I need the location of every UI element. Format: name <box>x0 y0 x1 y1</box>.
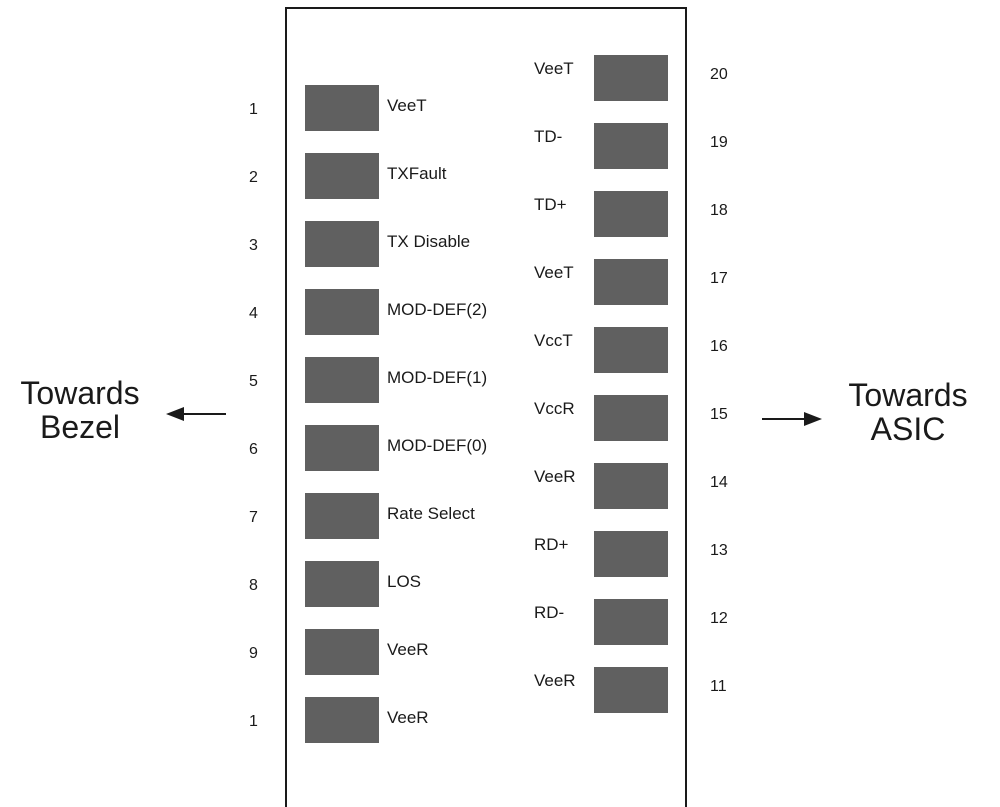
towards-bezel-line1: Towards <box>20 375 140 411</box>
right-arrow-icon <box>762 412 822 426</box>
left-pin-number: 1 <box>249 101 258 118</box>
left-pin-pad <box>305 425 379 471</box>
right-pin-number: 17 <box>710 270 728 287</box>
left-pin-number: 8 <box>249 577 258 594</box>
towards-asic-line1: Towards <box>848 377 968 413</box>
right-pin-pad <box>594 55 668 101</box>
left-pin-label: VeeR <box>387 708 429 727</box>
left-pin-label: Rate Select <box>387 504 475 523</box>
left-pin-label: MOD-DEF(2) <box>387 300 488 319</box>
right-pin-label: VeeR <box>534 671 576 690</box>
right-pin-label: VeeR <box>534 467 576 486</box>
right-pin-number: 19 <box>710 134 728 151</box>
left-pin-pad <box>305 153 379 199</box>
right-pin-label: VeeT <box>534 59 574 78</box>
left-pin-number: 6 <box>249 441 258 458</box>
left-pin-label: TX Disable <box>387 232 471 251</box>
left-pin-number: 5 <box>249 373 258 390</box>
left-pin-pad <box>305 629 379 675</box>
left-pin-label: LOS <box>387 572 422 591</box>
left-pin-number: 7 <box>249 509 258 526</box>
left-pin-number: 4 <box>249 305 258 322</box>
right-pin-label: VccT <box>534 331 573 350</box>
right-pin-pad <box>594 259 668 305</box>
left-pin-pad <box>305 85 379 131</box>
right-pin-number: 15 <box>710 406 728 423</box>
left-pin-label: TXFault <box>387 164 447 183</box>
towards-bezel-line2: Bezel <box>39 409 121 445</box>
right-pin-number: 18 <box>710 202 728 219</box>
right-pin-pad <box>594 327 668 373</box>
right-pin-label: VccR <box>534 399 575 418</box>
right-pin-number: 16 <box>710 338 728 355</box>
right-pin-label: TD+ <box>534 195 567 214</box>
left-pin-number: 2 <box>249 169 258 186</box>
left-arrow-icon <box>166 407 226 421</box>
right-pin-pad <box>594 123 668 169</box>
towards-asic-line2: ASIC <box>870 411 946 447</box>
right-pin-label: RD+ <box>534 535 569 554</box>
right-pin-label: TD- <box>534 127 563 146</box>
right-pin-pad <box>594 191 668 237</box>
towards-asic-label: Towards ASIC <box>823 378 993 446</box>
left-pin-label: MOD-DEF(0) <box>387 436 488 455</box>
left-pin-label: VeeR <box>387 640 429 659</box>
left-pin-number: 1 <box>249 713 258 730</box>
right-pin-pad <box>594 531 668 577</box>
towards-bezel-label: Towards Bezel <box>0 376 165 444</box>
left-pin-label: VeeT <box>387 96 427 115</box>
left-pin-pad <box>305 357 379 403</box>
connector-outline <box>285 7 687 807</box>
left-pin-number: 3 <box>249 237 258 254</box>
left-pin-pad <box>305 697 379 743</box>
right-pin-pad <box>594 395 668 441</box>
right-pin-pad <box>594 667 668 713</box>
right-pin-number: 12 <box>710 610 728 627</box>
left-pin-pad <box>305 493 379 539</box>
left-pin-label: MOD-DEF(1) <box>387 368 488 387</box>
right-pin-number: 13 <box>710 542 728 559</box>
right-pin-pad <box>594 463 668 509</box>
right-pin-number: 20 <box>710 66 728 83</box>
left-pin-pad <box>305 561 379 607</box>
left-pin-number: 9 <box>249 645 258 662</box>
right-pin-number: 11 <box>710 678 727 695</box>
right-pin-number: 14 <box>710 474 728 491</box>
left-pin-pad <box>305 289 379 335</box>
left-pin-pad <box>305 221 379 267</box>
right-pin-pad <box>594 599 668 645</box>
right-pin-label: RD- <box>534 603 565 622</box>
right-pin-label: VeeT <box>534 263 574 282</box>
